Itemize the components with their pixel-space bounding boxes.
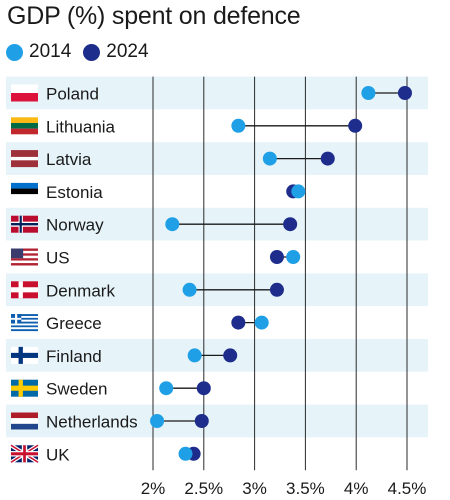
x-tick-label: 4%	[344, 479, 369, 498]
greece-flag-icon	[11, 314, 38, 332]
point-2014-finland	[187, 348, 202, 363]
legend: 2014 2024	[6, 40, 161, 64]
point-2014-estonia	[291, 184, 306, 199]
x-tick-label: 2%	[141, 479, 166, 498]
country-label-poland: Poland	[46, 85, 99, 104]
legend-item-2024: 2024	[83, 41, 149, 63]
x-tick-label: 3.5%	[286, 479, 325, 498]
point-2024-denmark	[269, 282, 284, 297]
row-band	[6, 306, 428, 339]
poland-flag-icon	[11, 84, 38, 102]
row-band	[6, 371, 428, 405]
denmark-flag-icon	[11, 281, 38, 299]
x-tick-label: 4.5%	[388, 479, 427, 498]
country-label-denmark: Denmark	[46, 281, 115, 300]
country-label-uk: UK	[46, 445, 70, 464]
point-2024-sweden	[196, 381, 211, 396]
us-flag-icon	[11, 248, 38, 266]
sweden-flag-icon	[11, 379, 38, 397]
point-2014-us	[286, 250, 301, 264]
row-band	[6, 142, 428, 175]
country-label-netherlands: Netherlands	[46, 413, 138, 432]
country-label-norway: Norway	[46, 216, 104, 235]
point-2024-us	[269, 250, 284, 264]
lithuania-flag-icon	[11, 117, 38, 135]
latvia-flag-icon	[11, 150, 38, 168]
point-2014-uk	[178, 446, 193, 461]
country-label-greece: Greece	[46, 314, 102, 333]
row-band	[6, 175, 428, 208]
point-2014-netherlands	[150, 414, 165, 428]
point-2014-latvia	[262, 151, 277, 166]
point-2024-poland	[397, 86, 412, 100]
row-band	[6, 437, 428, 471]
country-label-lithuania: Lithuania	[46, 117, 116, 136]
point-2024-lithuania	[348, 118, 363, 133]
uk-flag-icon	[9, 443, 40, 464]
netherlands-flag-icon	[11, 412, 38, 430]
point-2014-norway	[165, 217, 180, 232]
finland-flag-icon	[11, 346, 38, 364]
chart-title: GDP (%) spent on defence	[7, 2, 301, 30]
point-2014-denmark	[182, 282, 197, 297]
x-tick-label: 3%	[242, 479, 267, 498]
point-2024-norway	[283, 217, 298, 232]
point-2024-greece	[231, 315, 246, 330]
legend-label-2014: 2014	[29, 41, 72, 62]
legend-label-2024: 2024	[106, 41, 149, 62]
point-2024-finland	[223, 348, 238, 363]
legend-dot-2024	[83, 43, 101, 61]
x-tick-label: 2.5%	[184, 479, 223, 498]
legend-item-2014: 2014	[6, 41, 71, 63]
point-2014-lithuania	[231, 118, 246, 133]
row-band	[6, 76, 428, 110]
country-label-sweden: Sweden	[46, 380, 107, 399]
row-band	[6, 240, 428, 274]
estonia-flag-icon	[11, 182, 38, 200]
row-band	[6, 404, 428, 438]
point-2014-greece	[254, 315, 269, 330]
point-2014-poland	[361, 86, 376, 100]
point-2024-latvia	[320, 151, 335, 166]
point-2024-netherlands	[194, 414, 209, 428]
country-label-estonia: Estonia	[46, 183, 103, 202]
legend-dot-2014	[6, 43, 23, 61]
country-label-finland: Finland	[46, 347, 102, 366]
country-label-us: US	[46, 249, 70, 268]
country-label-latvia: Latvia	[46, 150, 92, 169]
norway-flag-icon	[11, 215, 38, 233]
point-2014-sweden	[159, 381, 174, 396]
